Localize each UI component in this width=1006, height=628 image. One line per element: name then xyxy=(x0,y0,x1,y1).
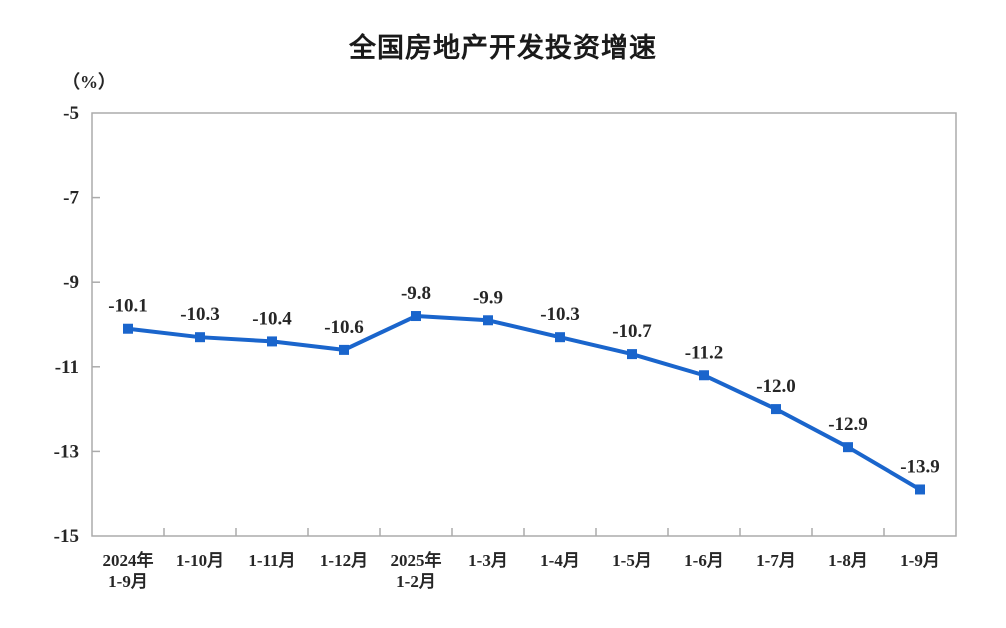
x-tick-label: 1-5月 xyxy=(612,551,652,570)
data-point-marker xyxy=(843,442,853,453)
data-label: -10.4 xyxy=(252,308,292,329)
x-tick-label: 1-10月 xyxy=(176,551,224,570)
y-tick-label: -9 xyxy=(63,272,79,293)
chart-title: 全国房地产开发投资增速 xyxy=(349,33,657,63)
data-line xyxy=(126,314,922,492)
data-label: -10.1 xyxy=(108,296,148,317)
x-tick-label: 1-12月 xyxy=(320,551,368,570)
data-label: -10.6 xyxy=(324,317,364,338)
y-axis-unit-label: （%） xyxy=(62,72,116,92)
data-label: -12.9 xyxy=(828,414,868,435)
data-label: -9.9 xyxy=(473,287,503,308)
y-tick-label: -13 xyxy=(54,441,79,462)
x-tick-label: 2025年 1-2月 xyxy=(391,550,442,591)
y-tick-label: -7 xyxy=(63,188,79,209)
data-label: -10.3 xyxy=(540,304,580,325)
data-point-marker xyxy=(915,484,925,495)
data-point-marker xyxy=(339,344,349,355)
data-point-marker xyxy=(411,311,421,322)
data-label: -12.0 xyxy=(756,376,796,397)
data-label: -9.8 xyxy=(401,283,431,304)
x-tick-label: 1-4月 xyxy=(540,551,580,570)
y-tick-label: -15 xyxy=(54,526,79,547)
data-point-marker xyxy=(699,370,709,381)
data-point-marker xyxy=(771,404,781,415)
x-tick-label: 2024年 1-9月 xyxy=(103,550,154,591)
data-label: -10.3 xyxy=(180,304,220,325)
y-tick-label: -11 xyxy=(55,357,79,378)
data-label: -11.2 xyxy=(685,342,724,363)
x-tick-label: 1-6月 xyxy=(684,551,724,570)
plot-area-border xyxy=(91,112,957,537)
data-label: -10.7 xyxy=(612,321,652,342)
data-point-marker xyxy=(483,315,493,326)
x-tick-label: 1-7月 xyxy=(756,551,796,570)
data-point-marker xyxy=(555,332,565,343)
data-point-marker xyxy=(123,323,133,334)
data-label: -13.9 xyxy=(900,456,940,477)
data-point-marker xyxy=(267,336,277,347)
data-point-marker xyxy=(195,332,205,343)
y-tick-label: -5 xyxy=(63,103,79,124)
data-point-marker xyxy=(627,349,637,360)
x-tick-label: 1-9月 xyxy=(900,551,940,570)
x-tick-label: 1-11月 xyxy=(248,551,295,570)
x-tick-label: 1-8月 xyxy=(828,551,868,570)
x-tick-label: 1-3月 xyxy=(468,551,508,570)
